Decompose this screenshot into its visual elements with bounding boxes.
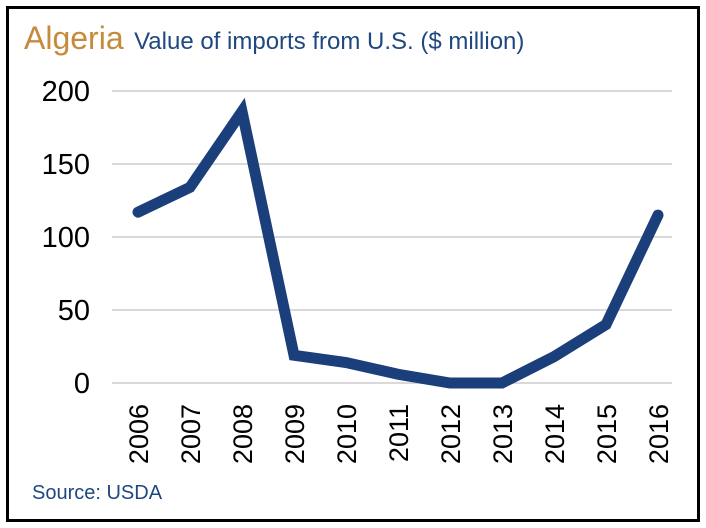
x-tick-label: 2015 (592, 404, 622, 464)
y-tick-label: 150 (42, 149, 90, 181)
x-tick-label: 2010 (332, 404, 362, 464)
x-tick-label: 2007 (176, 404, 206, 464)
source-note: Source: USDA (32, 482, 163, 504)
data-point-2009 (293, 354, 295, 356)
x-tick-label: 2016 (644, 404, 674, 464)
y-tick-label: 100 (42, 222, 90, 254)
data-point-2014 (553, 356, 555, 358)
data-point-2010 (345, 362, 347, 364)
x-tick-label: 2009 (280, 404, 310, 464)
data-point-2007 (189, 186, 191, 188)
x-tick-label: 2006 (124, 404, 154, 464)
data-point-2016 (657, 214, 659, 216)
y-tick-label: 50 (58, 295, 90, 327)
chart-country-title: Algeria (24, 20, 124, 56)
chart-subtitle: Value of imports from U.S. ($ million) (134, 28, 525, 55)
data-point-2011 (397, 373, 399, 375)
series-line (132, 97, 664, 389)
y-axis-ticks: 0 50 100 150 200 (42, 76, 90, 400)
x-tick-label: 2014 (540, 404, 570, 464)
data-point-2012 (449, 382, 451, 384)
data-point-2013 (501, 382, 503, 384)
data-point-2015 (605, 324, 607, 326)
x-tick-label: 2013 (488, 404, 518, 464)
x-tick-label: 2011 (384, 404, 414, 462)
y-tick-label: 200 (42, 76, 90, 108)
series-layer (132, 97, 664, 389)
x-tick-label: 2008 (228, 404, 258, 464)
chart-title: Algeria Value of imports from U.S. ($ mi… (24, 20, 524, 57)
y-tick-label: 0 (74, 368, 90, 400)
x-tick-label: 2012 (436, 404, 466, 464)
x-axis-ticks: 2006 2007 2008 2009 2010 2011 2012 2013 2014 2015… (124, 404, 674, 464)
data-point-2008 (241, 110, 243, 112)
data-point-2006 (137, 211, 139, 213)
